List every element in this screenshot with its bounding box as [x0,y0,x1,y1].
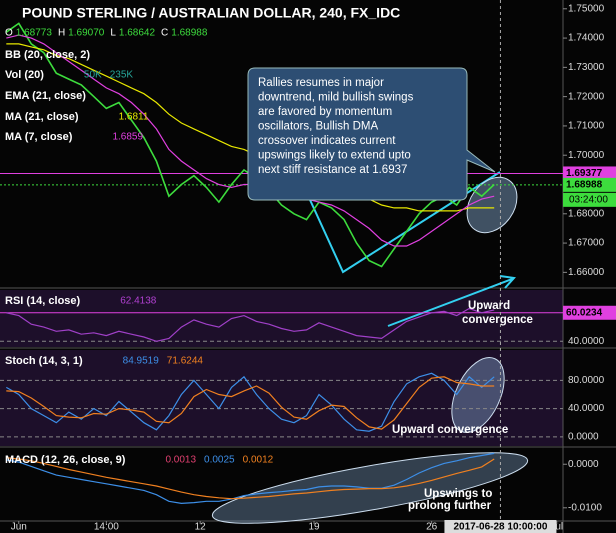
y-tick-label: 40.0000 [568,403,605,414]
ohlc-value: 1.68642 [119,28,156,39]
y-tick-label: 1.71000 [568,121,605,132]
rsi-band [0,290,563,347]
ohlc-label: C [161,28,168,39]
stoch-band [0,350,563,446]
x-tick-label: 12 [195,522,207,533]
annotation: Upswings to [424,488,492,500]
ohlc-label: H [58,28,65,39]
legend-label: RSI (14, close) [5,295,81,307]
note-text: are favored by momentum [258,106,392,118]
legend-label: MACD (12, 26, close, 9) [5,454,126,466]
x-tick-label: 26 [426,522,438,533]
y-tick-label: 0.0000 [568,431,599,442]
legend-label: MA (7, close) [5,131,73,143]
price-tag-label: 1.69377 [566,168,603,179]
y-tick-label: 1.72000 [568,91,605,102]
legend-label: BB (20, close, 2) [5,49,90,61]
legend-readout: 0.0025 [204,455,235,466]
highlight [466,176,518,234]
price-tag [563,166,616,181]
annotation: Upward [468,300,510,312]
series-line [6,307,495,342]
y-tick-label: 1.66000 [568,267,605,278]
note-text: Rallies resumes in major [258,77,384,89]
price-tag [563,177,616,192]
legend-readout: 50K [84,70,102,81]
annotation: Upward convergence [392,424,508,436]
countdown: 03:24:00 [569,194,608,205]
x-tick-label: 19 [308,522,320,533]
price-tag-label: 1.68988 [566,179,603,190]
note-text: oscillators, Bullish DMA [258,121,378,133]
crosshair-label: 2017-06-28 10:00:00 [453,522,547,533]
x-tick-label: Jul [550,522,563,533]
highlight [451,357,505,433]
series-line [6,372,495,432]
y-tick-label: 1.74000 [568,33,605,44]
series-line [6,452,495,505]
y-tick-label: 1.73000 [568,62,605,73]
note-box [247,67,496,201]
note-text: downtrend, mild bullish swings [258,92,414,104]
y-tick-label: 1.68000 [568,208,605,219]
legend-readout: 62.4138 [120,296,157,307]
legend-readout: 1.6859 [112,132,143,143]
annotation: convergence [462,314,533,326]
rsi-arrow [387,275,516,327]
chart-title: POUND STERLING / AUSTRALIAN DOLLAR, 240,… [22,5,400,21]
y-tick-label: 1.75000 [568,3,605,14]
annotation: prolong further [408,500,492,512]
legend-readout: 0.0013 [165,455,196,466]
ohlc-label: L [110,28,116,39]
legend-readout: 0.0012 [243,455,274,466]
y-tick-label: -0.0100 [568,502,602,513]
legend-readout: 84.9519 [123,356,160,367]
y-tick-label: 80.0000 [568,375,605,386]
legend-readout: 235K [110,70,134,81]
ohlc-value: 1.69070 [68,28,105,39]
legend-label: Vol (20) [5,69,44,81]
y-tick-label: 1.67000 [568,238,605,249]
x-tick-label: 14:00 [94,522,119,533]
y-tick-label: 1.70000 [568,150,605,161]
legend-label: EMA (21, close) [5,90,86,102]
y-tick-label: 40.0000 [568,336,605,347]
series-line [6,457,495,500]
ohlc-value: 1.68773 [16,28,53,39]
note-text: crossover indicates current [258,135,396,147]
countdown-tag [563,192,616,207]
ohlc-label: O [5,28,13,39]
series-line [6,376,495,430]
legend-label: Stoch (14, 3, 1) [5,355,83,367]
legend-readout: 71.6244 [167,356,204,367]
current-tag-label: 60.0234 [566,307,603,318]
note-text: next stiff resistance at 1.6937 [258,164,407,176]
ohlc-value: 1.68988 [171,28,208,39]
legend-readout: 1.6811 [119,112,149,123]
current-tag [563,305,616,320]
note-text: upswings likely to extend upto [258,150,411,162]
x-tick-label: Jun [11,522,27,533]
crosshair-tag [444,520,557,533]
y-tick-label: 0.0000 [568,459,599,470]
legend-label: MA (21, close) [5,111,79,123]
